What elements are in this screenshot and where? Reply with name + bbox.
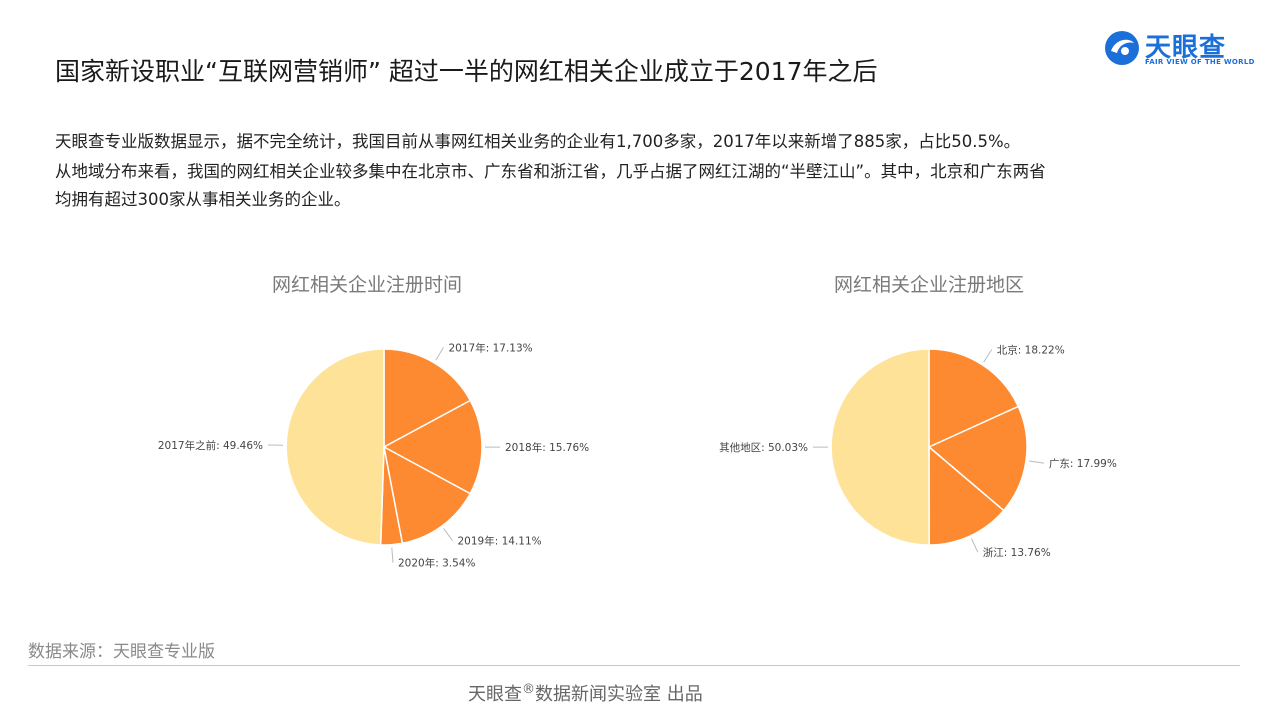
pie-chart-registration-time: 2017年: 17.13% 2018年: 15.76% 2019年: 14.11% 2… [158, 341, 589, 569]
footer-rest: 数据新闻实验室 出品 [535, 684, 703, 705]
chart-title-registration-time: 网红相关企业注册时间 [272, 274, 463, 296]
pie-slice-1-1[interactable] [927, 405, 1028, 512]
leader-line-1-1 [1028, 460, 1044, 464]
data-label-1-1: 广东: 17.99% [1049, 457, 1117, 470]
data-source: 数据来源：天眼查专业版 [28, 642, 215, 662]
pie-slice-1-3[interactable] [830, 348, 930, 546]
footer-brand: 天眼查 [468, 684, 522, 705]
leader-line-1-0 [983, 349, 993, 363]
data-label-1-3: 其他地区: 50.03% [719, 441, 808, 454]
data-label-0-4: 2017年之前: 49.46% [158, 439, 263, 452]
body-line-2: 从地域分布来看，我国的网红相关企业较多集中在北京市、广东省和浙江省，几乎占据了网… [55, 162, 1046, 181]
registered-mark: ® [522, 682, 535, 697]
pie-slice-1-2[interactable] [928, 445, 1005, 546]
pie-slice-0-4[interactable] [285, 348, 385, 546]
data-label-0-0: 2017年: 17.13% [449, 341, 533, 354]
data-label-0-3: 2020年: 3.54% [398, 557, 475, 570]
pie-slice-0-0[interactable] [383, 348, 472, 449]
body-line-3: 均拥有超过300家从事相关业务的企业。 [55, 190, 351, 209]
leader-line-1-2 [971, 538, 979, 553]
pie-slice-1-0[interactable] [928, 348, 1020, 449]
data-label-1-2: 浙江: 13.76% [983, 547, 1051, 559]
leader-line-0-3 [391, 547, 394, 563]
tianyancha-logo[interactable]: 天眼查 FAIR VIEW OF THE WORLD [1103, 27, 1254, 71]
data-label-0-2: 2019年: 14.11% [458, 535, 542, 548]
pie-slice-0-1[interactable] [382, 399, 483, 495]
chart-title-registration-region: 网红相关企业注册地区 [834, 274, 1025, 296]
page-title: 国家新设职业“互联网营销师” 超过一半的网红相关企业成立于2017年之后 [55, 57, 878, 86]
footer-divider [28, 665, 1240, 666]
data-label-1-0: 北京: 18.22% [997, 344, 1065, 357]
leader-line-0-2 [443, 528, 453, 541]
footer-credit: 天眼查®数据新闻实验室 出品 [468, 680, 703, 706]
tianyancha-logo-icon [1105, 31, 1139, 65]
logo-subtitle: FAIR VIEW OF THE WORLD [1145, 58, 1255, 66]
pie-slice-0-2[interactable] [382, 445, 472, 545]
leader-line-0-0 [435, 347, 444, 361]
pie-chart-registration-region: 北京: 18.22% 广东: 17.99% 浙江: 13.76% 其他地区: 50.0… [719, 344, 1117, 560]
data-label-0-1: 2018年: 15.76% [505, 441, 589, 454]
body-line-1: 天眼查专业版数据显示，据不完全统计，我国目前从事网红相关业务的企业有1,700多… [55, 132, 1021, 151]
logo-text: 天眼查 [1145, 33, 1227, 63]
